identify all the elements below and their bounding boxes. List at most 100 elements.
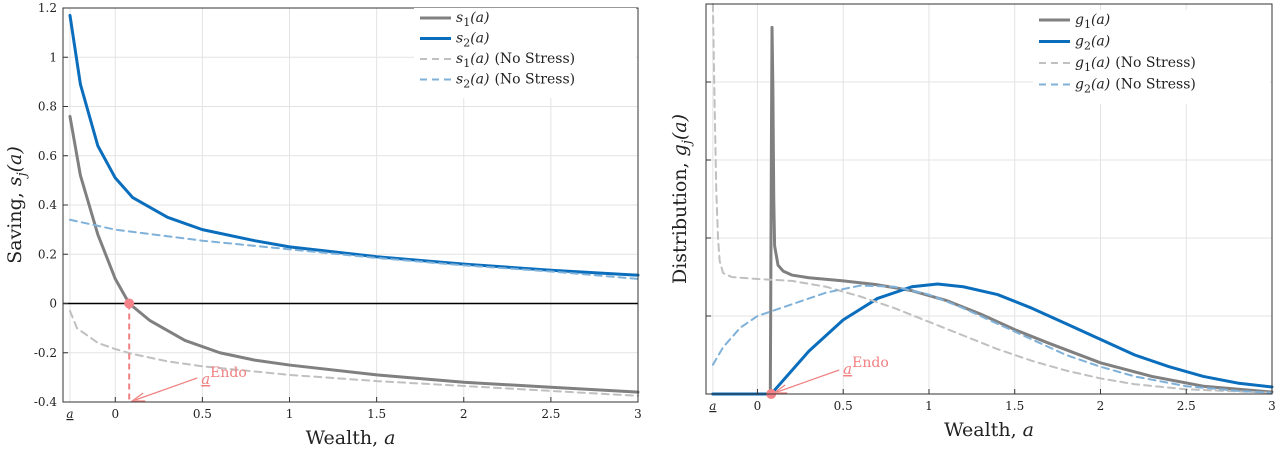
legend-entry: g2(a) (No Stress) [1075,77,1196,96]
y-axis-label-text: Saving, [4,192,26,264]
legend-entry-name: g [1075,34,1084,50]
y-axis-label-var: g [669,144,691,156]
x-axis-label-text: Wealth, [306,427,379,449]
series-line-s1-no-stress [68,309,639,397]
x-axis-label: Wealth, a [306,427,396,449]
x-tick-label: 3 [634,407,642,421]
x-tick-label: 0.5 [834,399,853,413]
y-tick-label: 0.8 [38,100,57,114]
x-tick-label: 0.5 [193,407,212,421]
x-tick-label: 2 [1097,399,1105,413]
endo-arrow-head [130,392,146,402]
series-line-g1-no-stress [711,3,1273,394]
x-tick-label: 2 [460,407,468,421]
legend-entry-sub: 2 [463,78,470,91]
legend-entry-arg: (a) [470,51,489,67]
y-axis-label: Distribution, gj(a) [669,114,695,284]
legend-entry-name: s [456,31,463,47]
x-tick-label: 1.5 [367,407,386,421]
x-tick-label-amin: a [66,407,73,421]
legend-entry-name: g [1075,77,1084,93]
y-tick-label: 0.2 [38,247,57,261]
endo-label: aEndo [843,355,889,378]
x-tick-label: 1.5 [1005,399,1024,413]
legend-entry-sub: 2 [1084,83,1091,96]
legend-entry-sub: 2 [463,37,470,50]
y-axis-label-arg: (a) [669,114,691,140]
legend-entry-arg: (a) [470,72,489,88]
legend-entry-tag: (No Stress) [494,72,575,88]
endo-label-sup: Endo [210,365,247,381]
y-tick-label: 1.2 [38,1,57,15]
legend-entry: g1(a) [1075,12,1110,31]
y-tick-label: -0.4 [34,395,58,409]
y-axis-label-sub: j [680,140,695,147]
legend-entry-sub: 1 [463,16,470,29]
endo-label-var: a [843,360,852,378]
x-axis-label: Wealth, a [944,419,1034,441]
legend-box [1033,10,1270,104]
legend-entry-name: g [1075,55,1084,71]
x-tick-label: 3 [1268,399,1276,413]
x-tick-label: 0 [111,407,119,421]
series-line-g1 [711,25,1274,396]
legend-box [414,8,636,98]
legend-entry: s2(a) (No Stress) [456,72,575,91]
endo-label-var: a [201,370,210,388]
plot-frame [705,3,1273,395]
x-tick-label-amin: a [709,399,716,413]
y-axis-label-text: Distribution, [669,162,691,284]
endo-arrow [135,377,198,401]
x-axis-label-var: a [1023,419,1034,441]
series-line-s2 [68,13,640,277]
legend-entry: g2(a) [1075,34,1110,53]
legend-entry-arg: (a) [1091,55,1110,71]
legend-entry-sub: 1 [1084,18,1091,31]
x-tick-label: 2.5 [1177,399,1196,413]
y-axis-label-arg: (a) [4,146,26,172]
legend-entry-tag: (No Stress) [1115,55,1196,71]
legend-entry-name: g [1075,12,1084,28]
endo-point [124,298,135,309]
y-axis-label-var: s [4,176,26,186]
legend-entry-arg: (a) [1091,12,1110,28]
legend-entry: s1(a) [456,10,489,29]
series-line-s1 [68,114,640,394]
y-tick-label: 0.6 [38,149,57,163]
legend-entry-sub: 1 [1084,61,1091,74]
y-tick-label: -0.2 [34,346,57,360]
y-tick-label: 0.4 [38,198,57,212]
legend-entry: s1(a) (No Stress) [456,51,575,70]
endo-label-sup: Endo [852,355,889,371]
x-tick-label: 2.5 [541,407,560,421]
legend-entry-name: s [456,10,463,26]
legend-entry-arg: (a) [1091,77,1110,93]
legend-entry-name: s [456,51,463,67]
x-tick-label: 0 [754,399,762,413]
x-axis-label-var: a [384,427,395,449]
series-line-g2-no-stress [711,284,1273,394]
x-axis-label-text: Wealth, [944,419,1017,441]
legend-entry-sub: 2 [1084,40,1091,53]
x-tick-label: 1 [286,407,294,421]
legend-entry: g1(a) (No Stress) [1075,55,1196,74]
legend-entry-sub: 1 [463,57,470,70]
y-tick-label: 1 [49,50,57,64]
legend-entry-tag: (No Stress) [494,51,575,67]
legend-entry-arg: (a) [470,10,489,26]
legend-entry-name: s [456,72,463,88]
series-line-g2 [711,282,1274,396]
endo-label: aEndo [201,365,247,388]
legend-entry-tag: (No Stress) [1115,77,1196,93]
legend-entry-arg: (a) [1091,34,1110,50]
endo-arrow [776,369,840,393]
x-tick-label: 1 [925,399,933,413]
y-axis-label: Saving, sj(a) [4,146,30,264]
legend-entry: s2(a) [456,31,489,50]
y-axis-label-sub: j [15,172,30,179]
y-tick-label: 0 [49,297,57,311]
series-line-s2-no-stress [68,218,639,280]
